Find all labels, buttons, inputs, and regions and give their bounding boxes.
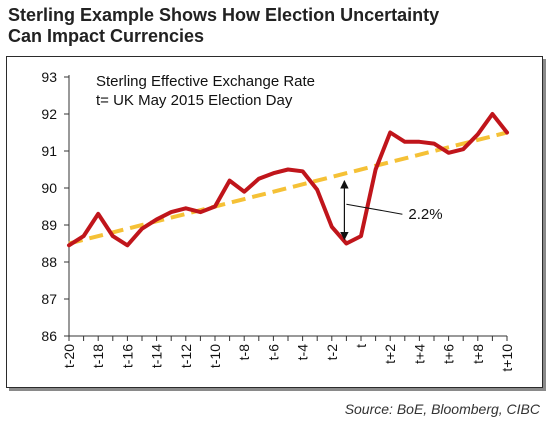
y-tick-label: 92 <box>41 106 57 122</box>
x-tick-label: t <box>353 344 369 348</box>
x-tick-label: t+2 <box>382 344 398 364</box>
annotation-title-line-1: Sterling Effective Exchange Rate <box>96 73 315 90</box>
annotation-leader-line <box>346 203 403 215</box>
chart-title-line-1: Sterling Example Shows How Election Unce… <box>8 5 440 25</box>
annotation-label: 2.2% <box>408 206 442 223</box>
annotation-title-line-2: t= UK May 2015 Election Day <box>96 92 293 109</box>
x-tick-label: t-8 <box>236 344 252 361</box>
y-tick-label: 89 <box>41 217 57 233</box>
annotation-layer: 2.2% <box>340 180 443 241</box>
series-line <box>67 112 509 248</box>
x-tick-label: t-20 <box>61 344 77 368</box>
line-chart: 86 87 88 89 90 91 92 93 t-20 t-18 t-16 t-14 t-12 t-1… <box>41 69 515 372</box>
trendline <box>68 130 508 246</box>
x-tick-label: t-10 <box>207 344 223 368</box>
x-tick-label: t-18 <box>90 344 106 368</box>
x-tick-label: t-16 <box>119 344 135 368</box>
trendline-layer <box>68 130 508 246</box>
x-tick-label: t+10 <box>499 344 515 372</box>
x-axis-ticks: t-20 t-18 t-16 t-14 t-12 t-10 t-8 t-6 t-4 t-2 t t+2… <box>61 336 515 372</box>
y-tick-label: 90 <box>41 180 57 196</box>
source-note: Source: BoE, Bloomberg, CIBC <box>344 401 540 417</box>
y-tick-label: 91 <box>41 143 57 159</box>
series-layer <box>67 112 509 248</box>
x-tick-label: t+8 <box>470 344 486 364</box>
x-tick-label: t+6 <box>441 344 457 364</box>
chart-title-line-2: Can Impact Currencies <box>8 26 205 46</box>
chart-frame: 86 87 88 89 90 91 92 93 t-20 t-18 t-16 t-14 t-12 t-1… <box>6 56 543 388</box>
y-tick-label: 93 <box>41 69 57 85</box>
x-tick-label: t-6 <box>265 344 281 361</box>
x-tick-label: t+4 <box>411 344 427 364</box>
chart-title: Sterling Example Shows How Election Unce… <box>8 5 439 47</box>
y-tick-label: 88 <box>41 254 57 270</box>
x-tick-label: t-12 <box>178 344 194 368</box>
x-tick-label: t-2 <box>324 344 340 361</box>
y-axis-ticks: 86 87 88 89 90 91 92 93 <box>41 69 69 344</box>
y-tick-label: 86 <box>41 328 57 344</box>
y-tick-label: 87 <box>41 291 57 307</box>
x-tick-label: t-14 <box>149 344 165 368</box>
x-tick-label: t-4 <box>295 344 311 361</box>
